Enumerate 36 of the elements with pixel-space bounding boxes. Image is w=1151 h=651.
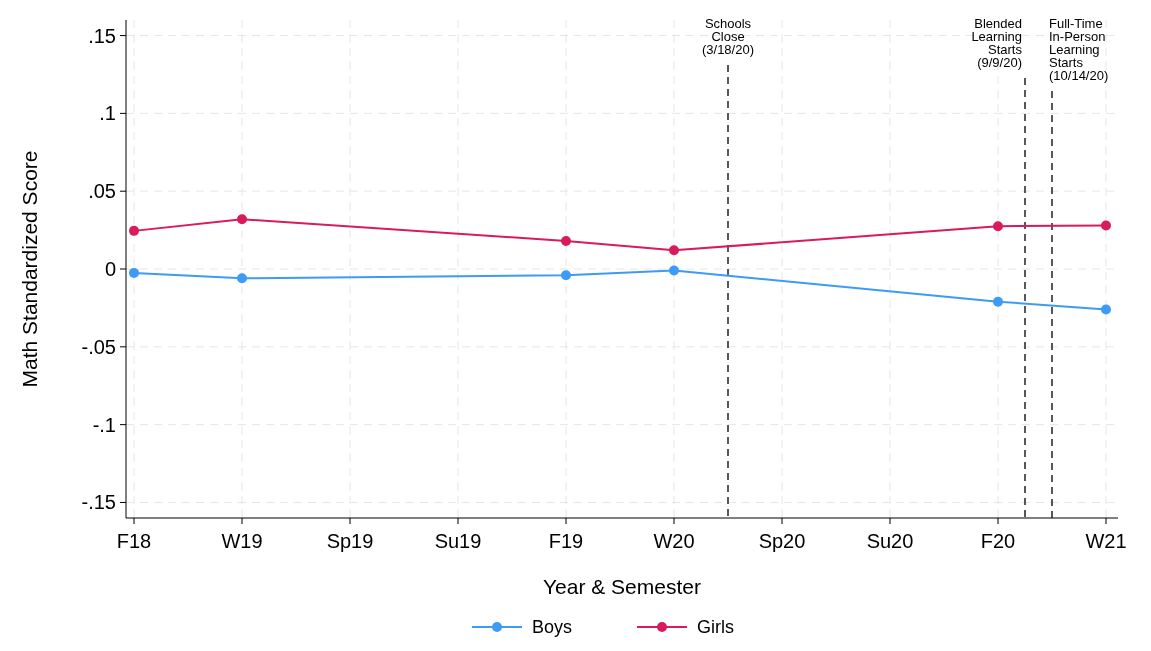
annotation: Schools Close (3/18/20) (701, 16, 755, 57)
x-tick-label: Sp19 (326, 530, 374, 552)
point (1101, 220, 1111, 231)
x-tick-label: Su20 (866, 530, 914, 552)
point (561, 270, 571, 281)
point (669, 245, 679, 256)
x-axis-title: Year & Semester (543, 575, 701, 598)
x-tick-label: W20 (653, 530, 695, 552)
point (129, 225, 139, 236)
point (993, 296, 1003, 307)
x-tick-label: Sp20 (758, 530, 806, 552)
y-tick-label: .05 (88, 180, 116, 203)
y-tick-label: .1 (99, 102, 116, 125)
x-tick-label: W19 (221, 530, 263, 552)
y-tick-label: -.1 (92, 413, 116, 436)
y-tick-label: .15 (88, 24, 116, 47)
legend-label: Girls (697, 617, 734, 637)
point (669, 265, 679, 276)
point (237, 273, 247, 284)
x-tick-label: F18 (116, 530, 152, 552)
y-tick-label: 0 (104, 258, 116, 280)
x-tick-label: F19 (548, 530, 584, 552)
point (561, 235, 571, 246)
y-axis-title: Math Standardized Score (18, 150, 42, 388)
annotation: Full-Time In-Person Learning Starts (10/14/20) (1049, 16, 1109, 83)
annotation: Blended Learning Starts (9/9/20) (971, 16, 1023, 70)
x-tick-label: W21 (1085, 530, 1127, 552)
point (1101, 304, 1111, 315)
y-tick-label: -.15 (81, 491, 116, 514)
x-tick-label: Su19 (434, 530, 482, 552)
point (993, 221, 1003, 232)
x-tick-label: F20 (980, 530, 1016, 552)
point (237, 214, 247, 225)
y-tick-label: -.05 (81, 335, 116, 358)
point (129, 267, 139, 278)
legend-label: Boys (532, 617, 573, 637)
